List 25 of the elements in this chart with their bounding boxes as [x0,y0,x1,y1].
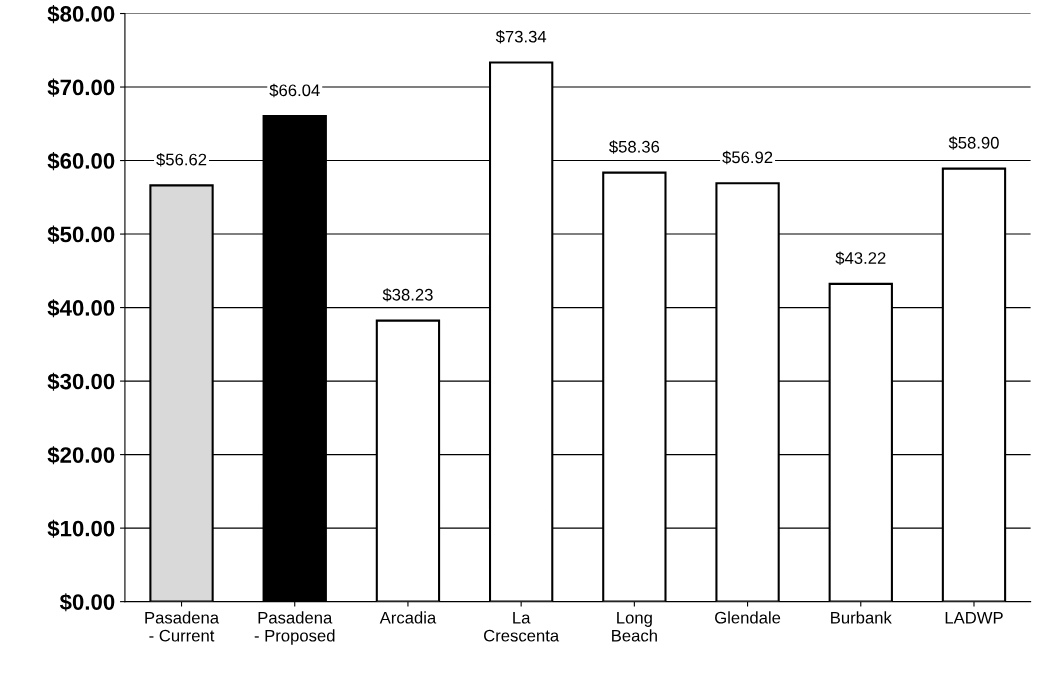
data-label: $66.04 [269,83,320,98]
y-tick-label: $60.00 [47,152,115,171]
x-tick-label: Pasadena - Current [145,611,220,642]
x-tick-label: Long Beach [612,611,657,642]
x-tick-label: La Crescenta [484,611,560,642]
x-tick-label: Burbank [831,611,892,624]
data-label: $56.92 [722,150,773,165]
data-label: $56.62 [156,152,207,167]
x-tick-label: LADWP [945,611,1003,624]
x-tick-label: Glendale [715,611,781,624]
data-label: $58.90 [948,136,999,150]
y-tick-label: $70.00 [47,78,115,97]
y-tick-label: $50.00 [47,225,115,244]
y-tick-label: $10.00 [47,519,115,538]
x-tick-label: Arcadia [379,611,437,624]
data-label: $38.23 [382,288,433,302]
data-label: $43.22 [835,251,886,265]
x-tick-label: Pasadena - Proposed [254,611,335,645]
y-tick-label: $80.00 [47,5,115,24]
data-label: $58.36 [609,140,660,154]
data-label: $73.34 [495,30,547,44]
y-tick-label: $40.00 [47,299,115,318]
y-tick-label: $30.00 [47,372,115,391]
y-tick-label: $20.00 [47,446,115,465]
y-tick-label: $0.00 [59,593,115,612]
